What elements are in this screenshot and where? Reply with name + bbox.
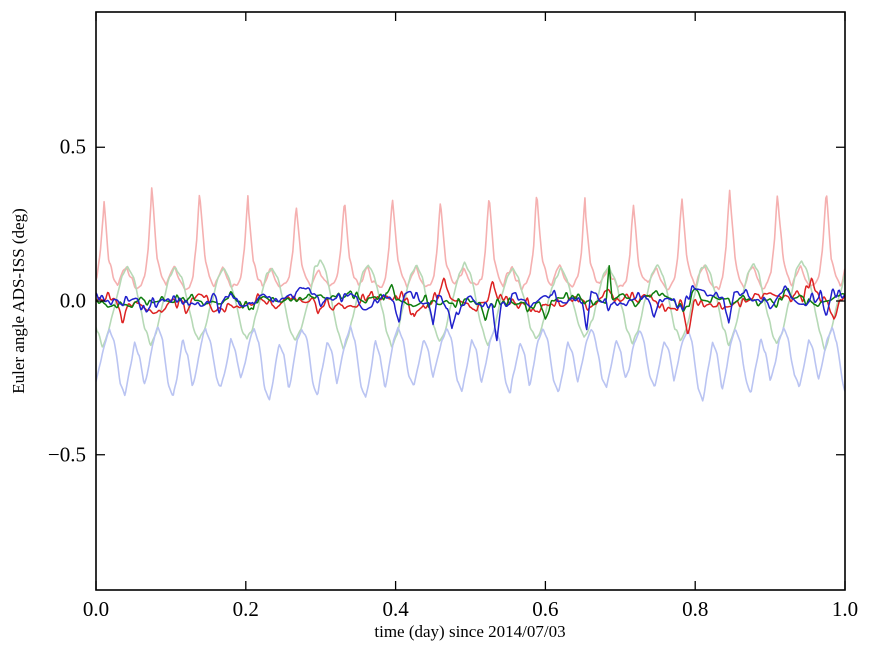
y-tick-label: 0.5 <box>59 134 86 159</box>
x-tick-label: 0.8 <box>682 597 709 621</box>
x-tick-label: 0.0 <box>82 597 110 621</box>
y-tick-label: 0.0 <box>59 288 86 313</box>
y-axis-label: Euler angle ADS-ISS (deg) <box>9 208 28 394</box>
x-axis-label: time (day) since 2014/07/03 <box>374 622 566 641</box>
x-tick-label: 1.0 <box>831 597 859 621</box>
y-tick-label: −0.5 <box>47 442 86 467</box>
x-tick-label: 0.6 <box>532 597 559 621</box>
x-tick-label: 0.4 <box>382 597 409 621</box>
x-tick-label: 0.2 <box>232 597 259 621</box>
